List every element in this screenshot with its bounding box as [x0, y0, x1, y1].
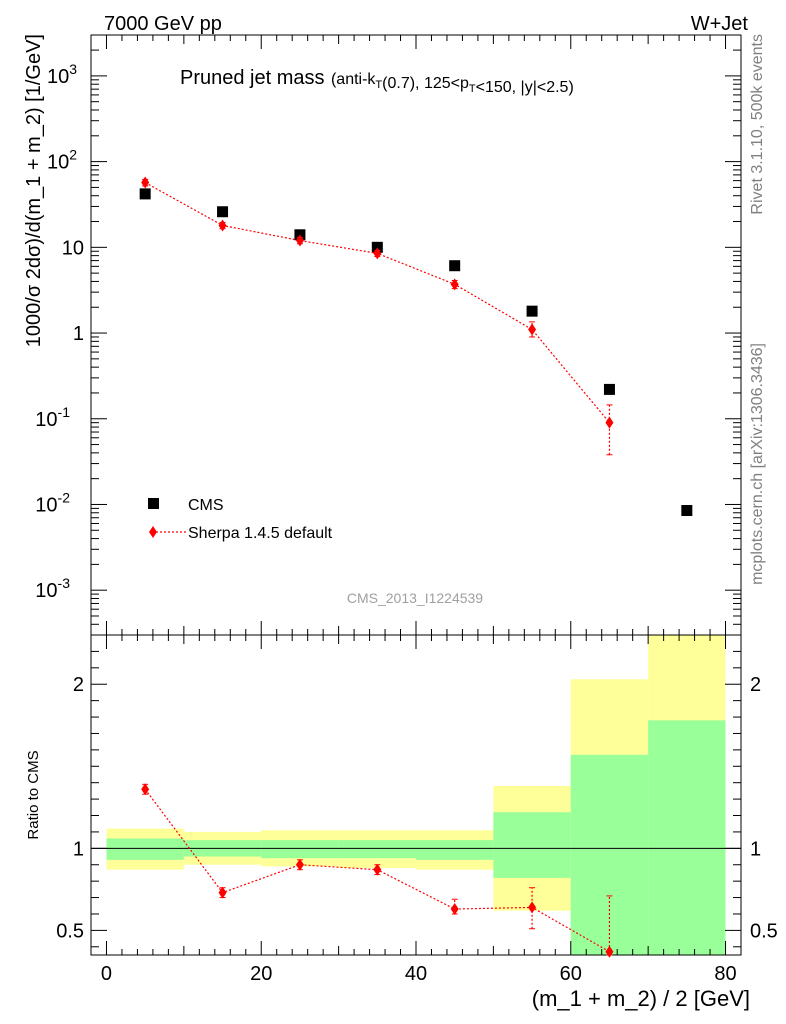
main-subtitle: (anti-kT(0.7), 125<pT<150, |y|<2.5) [331, 71, 574, 96]
main-title-text: Pruned jet mass [180, 67, 325, 89]
ratio-sherpa-point [218, 886, 227, 899]
main-ytick-label: 10 [62, 237, 84, 259]
sherpa-point [218, 219, 227, 232]
cms-point [681, 505, 693, 517]
ratio-band-inner-6 [570, 754, 649, 955]
main-panel: 10-3 10-2 10-1 1 10 102 103 [35, 34, 742, 636]
cms-point [526, 305, 538, 317]
main-title: Pruned jet mass (anti-kT(0.7), 125<pT<15… [180, 67, 574, 96]
ratio-ytick-label: 1 [73, 838, 84, 860]
ratio-band-inner-2 [261, 840, 339, 859]
header-right: W+Jet [691, 13, 749, 35]
rivet-version-label: Rivet 3.1.10, 500k events [749, 34, 766, 215]
analysis-watermark: CMS_2013_I1224539 [347, 590, 483, 606]
sherpa-point [605, 416, 614, 429]
main-ytick-label: 10-3 [35, 575, 70, 602]
ratio-band-inner-5 [493, 812, 571, 878]
ratio-ytick-label-right: 0.5 [750, 920, 778, 942]
ratio-xtick-label: 20 [250, 963, 272, 985]
ratio-band-inner-3 [338, 840, 416, 859]
legend-cms-marker [148, 498, 159, 509]
sherpa-point [295, 234, 304, 247]
main-frame [90, 34, 742, 636]
cms-point [603, 383, 615, 395]
sherpa-point [373, 247, 382, 260]
ratio-ytick-label-right: 2 [750, 674, 761, 696]
ratio-ytick-label: 0.5 [56, 920, 84, 942]
ratio-xtick-label: 80 [714, 963, 736, 985]
legend-sherpa-label: Sherpa 1.4.5 default [188, 525, 333, 542]
main-ytick-label: 102 [47, 147, 77, 174]
ratio-sherpa-point [373, 863, 382, 876]
main-ylabel: 1000/σ 2dσ)/d(m_1 + m_2) [1/GeV] [23, 34, 45, 347]
ratio-band-inner-7 [648, 720, 726, 955]
ratio-ytick-label: 2 [73, 674, 84, 696]
legend-sherpa-marker [149, 526, 157, 538]
ratio-panel: 0 20 40 60 80 0.5 0.5 1 1 2 2 [56, 634, 778, 985]
cms-point [139, 188, 151, 200]
main-ytick-label: 10-2 [35, 489, 70, 516]
legend-cms-label: CMS [188, 497, 224, 514]
main-ytick-label: 10-1 [35, 404, 70, 431]
ratio-xtick-label: 60 [560, 963, 582, 985]
ratio-sherpa-point [295, 858, 304, 871]
main-ytick-label: 103 [47, 61, 77, 88]
cms-point [217, 206, 229, 218]
ratio-xtick-label: 0 [101, 963, 112, 985]
cms-point [449, 260, 461, 272]
main-ytick-label: 1 [73, 323, 84, 345]
ratio-xlabel: (m_1 + m_2) / 2 [GeV] [532, 986, 750, 1011]
ratio-ytick-label-right: 1 [750, 838, 761, 860]
sherpa-point [141, 176, 150, 189]
ratio-sherpa-point [141, 783, 150, 796]
sherpa-point [528, 323, 537, 336]
ratio-xtick-label: 40 [405, 963, 427, 985]
mcplots-label: mcplots.cern.ch [arXiv:1306.3436] [749, 343, 766, 585]
ratio-sherpa-point [528, 901, 537, 914]
cms-point [371, 241, 383, 253]
ratio-sherpa-point [605, 945, 614, 958]
ratio-sherpa-point [450, 903, 459, 916]
ratio-band-inner-4 [416, 840, 494, 860]
legend: CMS Sherpa 1.4.5 default [148, 497, 333, 542]
sherpa-point [450, 278, 459, 291]
sherpa-line [144, 182, 610, 424]
ratio-ylabel: Ratio to CMS [25, 750, 42, 839]
ratio-band-inner-0 [106, 838, 184, 860]
header-left: 7000 GeV pp [104, 13, 222, 35]
